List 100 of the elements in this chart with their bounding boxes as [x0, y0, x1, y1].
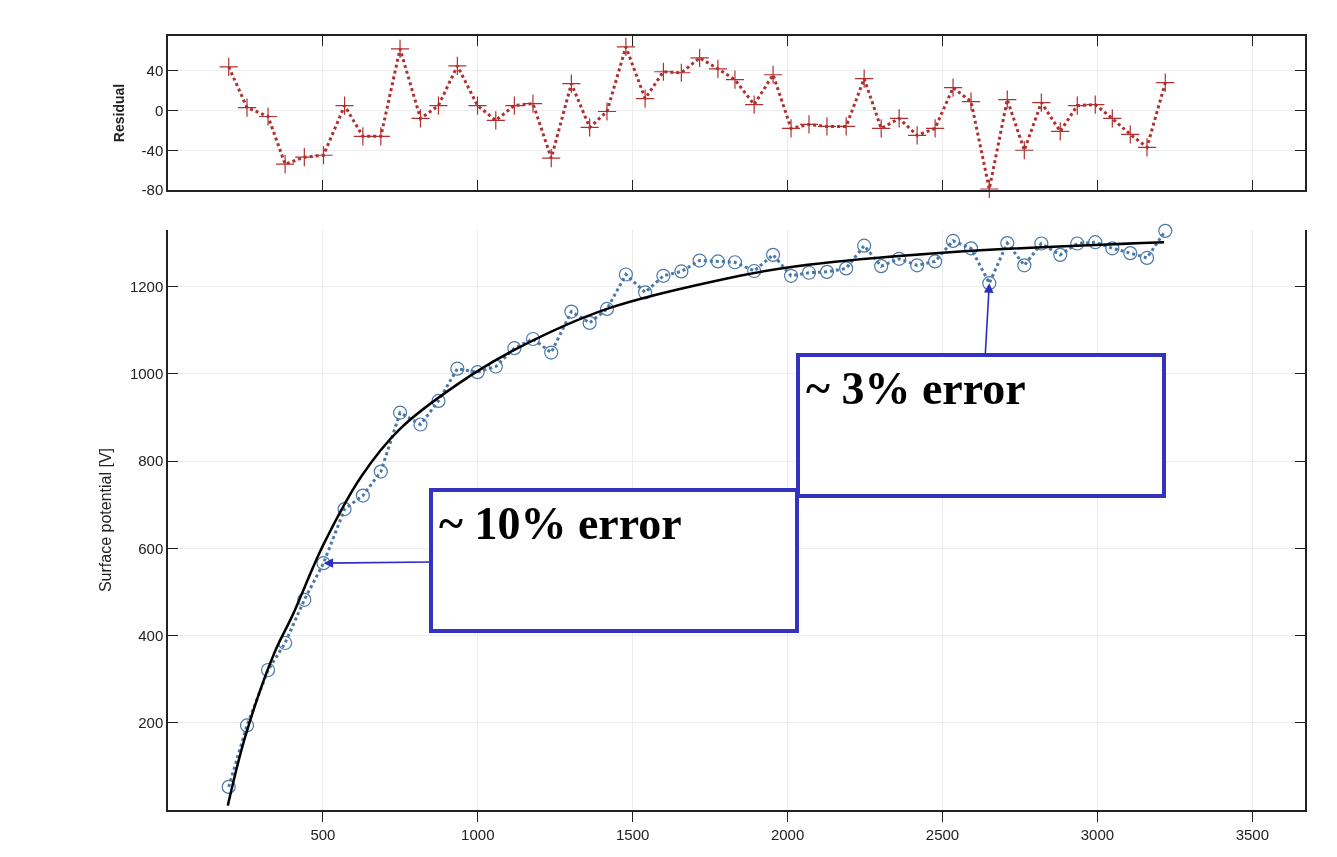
point	[390, 39, 410, 59]
point	[689, 48, 710, 68]
point	[910, 258, 925, 273]
point	[582, 315, 597, 330]
point	[928, 254, 943, 269]
point	[579, 117, 600, 138]
point	[486, 110, 506, 131]
point	[371, 126, 391, 147]
point	[1123, 246, 1138, 261]
y-tick-label: 200	[138, 714, 164, 732]
y-tick-label: 0	[154, 101, 164, 119]
y-tick-label: 1200	[129, 277, 164, 295]
point	[525, 331, 541, 347]
annotation: ~ 10% error	[439, 498, 682, 549]
point	[470, 365, 485, 380]
point	[373, 464, 388, 479]
point	[653, 62, 674, 82]
point	[1017, 258, 1032, 273]
point	[997, 89, 1017, 110]
point	[413, 417, 428, 432]
point	[1070, 236, 1085, 251]
point	[671, 63, 692, 83]
point	[616, 37, 636, 57]
point	[599, 301, 615, 317]
point	[635, 88, 655, 109]
point	[744, 94, 764, 115]
point	[1155, 73, 1175, 93]
point	[278, 635, 293, 651]
point	[467, 95, 488, 116]
point	[674, 264, 689, 279]
point	[1088, 235, 1103, 250]
point	[943, 77, 963, 98]
x-tick-label: 2500	[925, 825, 960, 843]
point	[1137, 137, 1157, 157]
point	[1053, 247, 1068, 262]
point	[765, 247, 781, 262]
y-tick-label: -80	[141, 181, 164, 199]
y-tick-label: 40	[146, 62, 164, 80]
point	[692, 253, 707, 268]
point	[337, 502, 352, 517]
point	[260, 662, 276, 678]
point	[819, 264, 835, 279]
point	[783, 268, 799, 283]
point	[747, 263, 762, 279]
point	[854, 69, 874, 89]
point	[431, 393, 446, 409]
point	[889, 108, 909, 129]
point	[1034, 236, 1049, 251]
point	[801, 265, 817, 280]
y-tick-label: -40	[141, 141, 164, 159]
point	[979, 179, 999, 199]
point	[961, 91, 981, 112]
point	[799, 114, 819, 135]
y-tick-label: 400	[138, 626, 164, 644]
point	[1105, 241, 1120, 256]
point	[839, 261, 854, 276]
point	[541, 148, 561, 168]
point	[239, 718, 255, 733]
x-tick-label: 3500	[1235, 825, 1270, 843]
point	[428, 95, 449, 116]
point	[564, 304, 579, 319]
point	[781, 118, 801, 139]
point	[275, 154, 295, 174]
point	[656, 268, 671, 283]
point	[982, 276, 997, 291]
point	[1014, 140, 1035, 160]
point	[297, 592, 312, 607]
point	[836, 116, 856, 137]
point	[544, 345, 559, 360]
point	[504, 95, 525, 116]
point	[523, 93, 543, 114]
point	[294, 147, 315, 167]
x-tick-label: 1000	[461, 825, 495, 843]
point	[219, 57, 239, 77]
point	[334, 95, 355, 116]
point	[1158, 223, 1173, 238]
point	[237, 97, 257, 118]
point	[857, 238, 872, 253]
point	[871, 118, 891, 139]
point	[1000, 235, 1015, 251]
point	[963, 241, 979, 256]
point	[313, 145, 334, 165]
point	[925, 118, 945, 139]
y-tick-label: 800	[138, 452, 164, 470]
y-axis-title: Surface potential [V]	[97, 447, 115, 593]
point	[1102, 108, 1122, 129]
point	[353, 126, 373, 147]
point	[763, 65, 783, 85]
point	[392, 405, 408, 420]
point	[1139, 250, 1155, 265]
point	[1050, 121, 1070, 142]
point	[727, 255, 743, 270]
x-tick-label: 3000	[1080, 825, 1115, 843]
point	[1067, 95, 1087, 116]
point	[597, 101, 617, 122]
point	[258, 106, 278, 127]
point	[638, 285, 653, 300]
point	[488, 359, 503, 374]
point	[561, 73, 582, 94]
point	[316, 556, 331, 571]
